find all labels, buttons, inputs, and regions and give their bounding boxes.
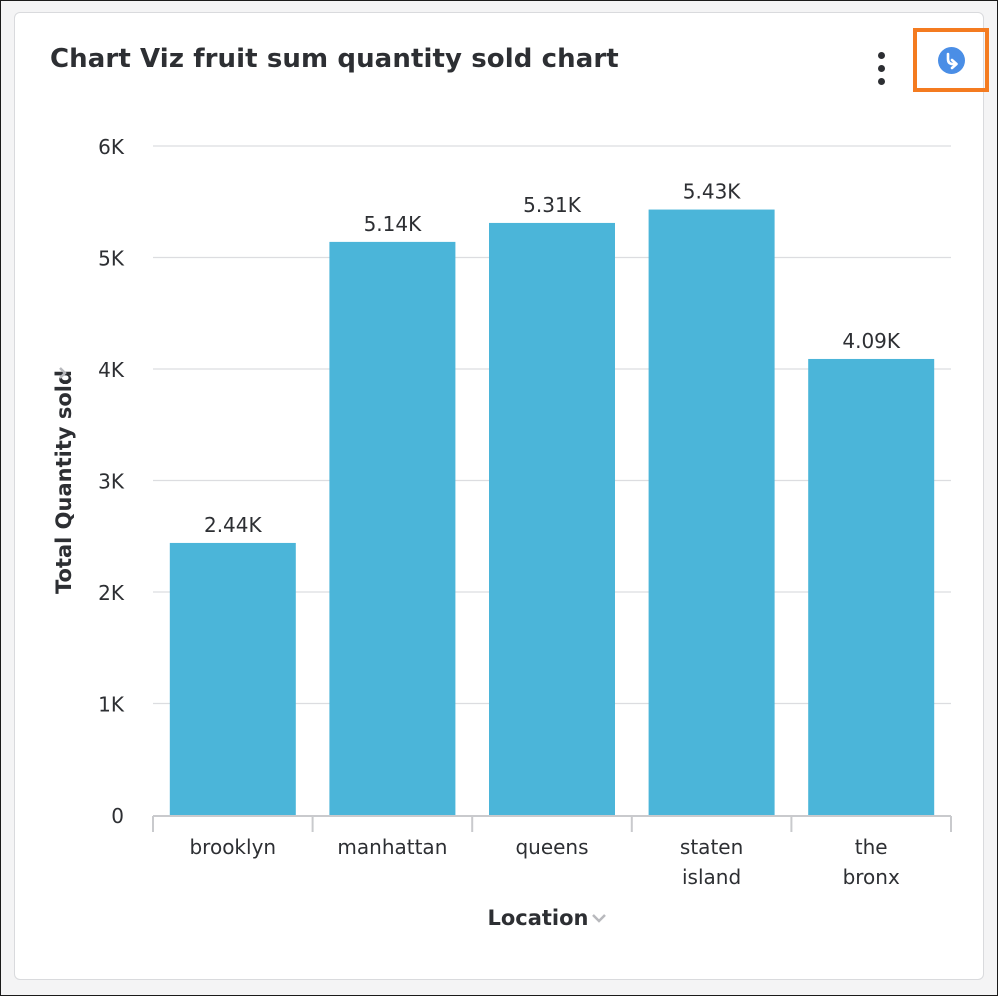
kebab-dot <box>878 78 885 85</box>
kebab-dot <box>878 65 885 72</box>
kebab-dot <box>878 52 885 59</box>
more-options-icon[interactable] <box>868 48 896 88</box>
download-button[interactable] <box>913 28 989 92</box>
download-icon <box>938 47 965 74</box>
chart-card <box>14 12 984 980</box>
chart-title: Chart Viz fruit sum quantity sold chart <box>50 44 619 74</box>
